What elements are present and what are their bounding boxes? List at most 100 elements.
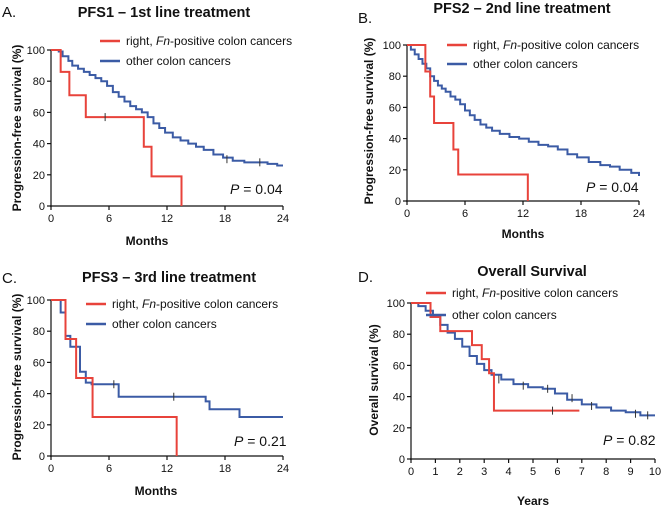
y-axis-title: Overall survival (%) <box>367 324 381 435</box>
y-tick-label: 0 <box>39 451 45 463</box>
x-tick-label: 6 <box>462 208 468 220</box>
panel-letter: B. <box>358 10 372 27</box>
series-line-fn-positive <box>407 44 529 201</box>
panel-d: D. Overall Survival Overall survival (%)… <box>358 264 661 508</box>
y-tick-label: 20 <box>389 165 401 177</box>
y-tick-label: 40 <box>389 134 401 146</box>
y-tick-label: 40 <box>33 139 45 151</box>
survival-curves <box>51 299 283 456</box>
x-tick-labels: 0 6 12 18 24 <box>48 463 289 475</box>
y-tick-label: 80 <box>33 326 45 338</box>
x-tick-labels: 0 6 12 18 24 <box>48 213 289 225</box>
x-tick-label: 18 <box>219 463 231 475</box>
y-tick-label: 0 <box>395 196 401 208</box>
x-tick-labels: 0 6 12 18 24 <box>404 208 645 220</box>
y-tick-labels: 0 20 40 60 80 100 <box>27 45 45 213</box>
legend: right, Fn-positive colon cancers other c… <box>426 286 618 322</box>
legend: right, Fn-positive colon cancers other c… <box>100 34 292 68</box>
axes <box>407 302 656 463</box>
y-tick-label: 100 <box>27 295 45 307</box>
y-tick-label: 0 <box>39 201 45 213</box>
x-tick-label: 3 <box>481 466 487 478</box>
x-tick-label: 7 <box>579 466 585 478</box>
survival-curves <box>51 49 283 206</box>
legend: right, Fn-positive colon cancers other c… <box>447 38 639 71</box>
panel-c: C. PFS3 – 3rd line treatment Progression… <box>2 270 289 498</box>
axes <box>403 44 640 205</box>
y-tick-label: 40 <box>33 389 45 401</box>
x-tick-label: 12 <box>517 208 529 220</box>
panel-letter: D. <box>358 269 373 286</box>
y-tick-label: 40 <box>393 392 405 404</box>
x-tick-labels: 0 1 2 3 4 5 6 7 8 9 10 <box>408 466 661 478</box>
axes <box>47 299 284 460</box>
y-axis-title: Progression-free survival (%) <box>362 38 376 205</box>
y-tick-label: 100 <box>383 40 401 52</box>
x-tick-label: 8 <box>603 466 609 478</box>
legend-label-fn-positive: right, Fn-positive colon cancers <box>473 38 639 52</box>
survival-curves <box>407 44 640 201</box>
series-line-other <box>51 49 283 167</box>
x-tick-label: 2 <box>457 466 463 478</box>
y-tick-labels: 0 20 40 60 80 100 <box>27 295 45 463</box>
y-tick-label: 60 <box>393 360 405 372</box>
p-value: P = 0.82 <box>603 432 656 448</box>
panel-title: Overall Survival <box>477 264 587 280</box>
x-tick-label: 24 <box>633 208 645 220</box>
x-tick-label: 12 <box>161 463 173 475</box>
y-tick-label: 60 <box>33 107 45 119</box>
x-tick-label: 10 <box>649 466 661 478</box>
x-tick-label: 6 <box>106 463 112 475</box>
panel-letter: A. <box>2 4 16 21</box>
series-line-fn-positive <box>51 49 183 206</box>
y-axis-title: Progression-free survival (%) <box>10 294 24 461</box>
p-value: P = 0.04 <box>586 179 639 195</box>
x-axis-title: Months <box>135 484 178 498</box>
x-tick-label: 18 <box>219 213 231 225</box>
legend-label-other: other colon cancers <box>112 317 217 331</box>
y-tick-label: 80 <box>33 76 45 88</box>
series-line-fn-positive <box>51 299 178 456</box>
legend-label-other: other colon cancers <box>473 57 578 71</box>
y-tick-label: 20 <box>33 420 45 432</box>
x-axis-title: Years <box>517 494 549 508</box>
y-tick-labels: 0 20 40 60 80 100 <box>383 40 401 208</box>
legend-label-fn-positive: right, Fn-positive colon cancers <box>126 34 292 48</box>
y-tick-label: 60 <box>33 357 45 369</box>
x-tick-label: 5 <box>530 466 536 478</box>
panel-title: PFS3 – 3rd line treatment <box>82 270 256 286</box>
x-axis-title: Months <box>126 234 169 248</box>
legend-label-fn-positive: right, Fn-positive colon cancers <box>452 286 618 300</box>
panel-b: B. PFS2 – 2nd line treatment Progression… <box>358 1 645 241</box>
series-line-fn-positive <box>411 302 580 412</box>
x-tick-label: 0 <box>48 213 54 225</box>
y-tick-label: 80 <box>389 71 401 83</box>
x-tick-label: 6 <box>106 213 112 225</box>
y-tick-label: 20 <box>33 170 45 182</box>
legend-label-other: other colon cancers <box>126 54 231 68</box>
x-tick-label: 0 <box>404 208 410 220</box>
panel-title: PFS2 – 2nd line treatment <box>433 1 610 17</box>
x-tick-label: 9 <box>628 466 634 478</box>
y-axis-title: Progression-free survival (%) <box>10 45 24 212</box>
y-tick-label: 100 <box>27 45 45 57</box>
y-tick-label: 60 <box>389 102 401 114</box>
p-value: P = 0.04 <box>230 181 283 197</box>
x-tick-label: 24 <box>277 463 289 475</box>
x-tick-label: 12 <box>161 213 173 225</box>
panel-title: PFS1 – 1st line treatment <box>78 5 251 21</box>
legend: right, Fn-positive colon cancers other c… <box>86 297 278 331</box>
x-axis-title: Months <box>502 227 545 241</box>
y-tick-label: 0 <box>399 454 405 466</box>
y-tick-labels: 0 20 40 60 80 100 <box>387 298 405 466</box>
x-tick-label: 0 <box>408 466 414 478</box>
x-tick-label: 1 <box>432 466 438 478</box>
y-tick-label: 100 <box>387 298 405 310</box>
panel-letter: C. <box>2 270 17 287</box>
p-value: P = 0.21 <box>234 433 287 449</box>
legend-label-other: other colon cancers <box>452 308 557 322</box>
axes <box>47 49 284 210</box>
x-tick-label: 4 <box>506 466 512 478</box>
y-tick-label: 80 <box>393 329 405 341</box>
